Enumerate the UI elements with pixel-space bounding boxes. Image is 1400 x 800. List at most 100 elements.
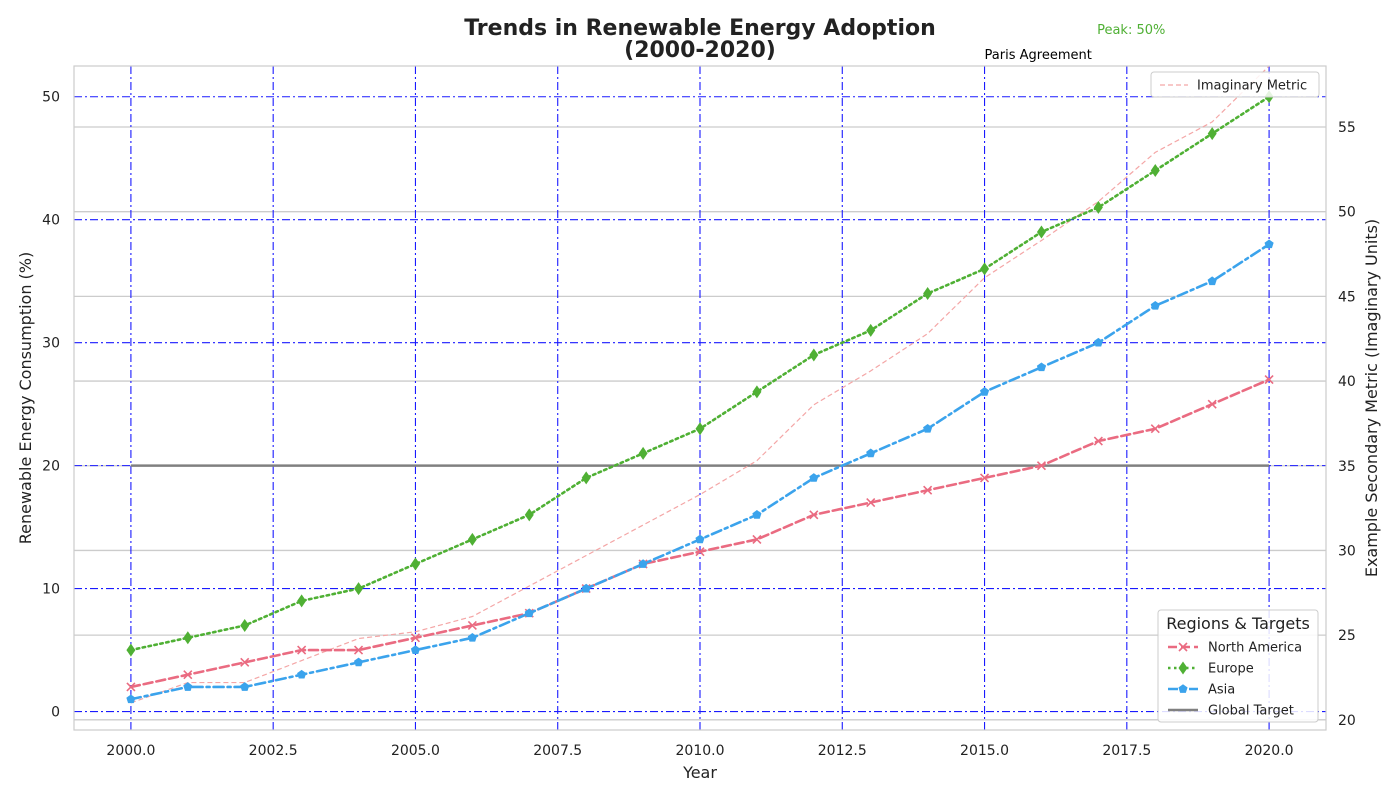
data-point-north-america [923, 485, 933, 495]
data-point-north-america [695, 547, 705, 557]
legend-secondary: Imaginary Metric [1150, 71, 1320, 98]
legend-entry-north-america: North America [1168, 641, 1302, 656]
data-point-europe [410, 557, 420, 571]
data-point-europe [524, 508, 534, 522]
legend-entry-asia: Asia [1168, 683, 1235, 698]
data-point-asia [638, 559, 648, 568]
data-point-asia [183, 682, 193, 691]
data-point-asia [1207, 276, 1217, 286]
data-point-north-america [410, 633, 421, 643]
x-tick-label: 2017.5 [1102, 743, 1151, 759]
y2-tick-label: 35 [1338, 459, 1356, 475]
y-tick-labels: 0 10 20 30 40 50 [42, 90, 60, 721]
data-point-asia [467, 632, 477, 642]
data-point-north-america [1036, 461, 1047, 471]
data-point-asia [240, 682, 250, 691]
legend-label-imaginary-metric: Imaginary Metric [1197, 79, 1307, 94]
data-point-asia [353, 657, 364, 667]
series-layer [126, 65, 1274, 704]
legend-label-europe: Europe [1208, 662, 1254, 677]
data-point-europe [1036, 225, 1046, 239]
data-point-asia [126, 694, 136, 704]
data-point-europe [980, 262, 990, 276]
data-point-asia [524, 608, 534, 618]
legend-label-north-america: North America [1208, 641, 1302, 656]
data-point-europe [695, 422, 705, 436]
data-point-north-america [297, 645, 307, 655]
x-tick-label: 2000.0 [106, 743, 155, 759]
annotation-paris-agreement: Paris Agreement [985, 48, 1092, 63]
y2-tick-labels: 20 25 30 35 40 45 50 55 [1338, 120, 1356, 729]
data-point-north-america [1150, 424, 1160, 434]
data-point-europe [866, 323, 876, 337]
data-point-europe [581, 471, 591, 485]
chart-title-line1: Trends in Renewable Energy Adoption [464, 16, 936, 41]
data-point-north-america [866, 497, 876, 508]
x-tick-label: 2007.5 [533, 743, 582, 759]
plot-frame [73, 65, 1327, 731]
y-tick-label: 40 [42, 213, 60, 229]
legend-marker-north-america [1178, 642, 1188, 652]
legend: Regions & Targets North America Europe Asi… [1157, 609, 1319, 723]
y-axis-label: Renewable Energy Consumption (%) [16, 252, 35, 545]
data-point-europe [923, 286, 933, 300]
x-tick-label: 2005.0 [391, 743, 440, 759]
data-point-europe [1207, 127, 1217, 141]
chart-title-line2: (2000-2020) [624, 38, 776, 63]
y2-tick-label: 20 [1338, 713, 1356, 729]
data-point-asia [695, 534, 705, 544]
data-point-europe [126, 643, 136, 657]
data-point-europe [297, 594, 307, 608]
data-point-europe [354, 582, 364, 596]
data-point-asia [1264, 239, 1274, 249]
x-tick-labels: 2000.0 2002.5 2005.0 2007.5 2010.0 2012.5 2015… [106, 743, 1293, 759]
y2-tick-label: 40 [1338, 374, 1356, 390]
legend-label-asia: Asia [1208, 683, 1235, 698]
data-point-north-america [126, 682, 136, 692]
data-point-asia [866, 448, 876, 458]
y-tick-label: 30 [42, 336, 60, 352]
x-tick-label: 2010.0 [676, 743, 725, 759]
x-tick-label: 2002.5 [249, 743, 298, 759]
y-tick-label: 20 [42, 459, 60, 475]
legend-entry-global-target: Global Target [1168, 704, 1294, 719]
data-point-north-america [183, 670, 193, 680]
y2-tick-label: 50 [1338, 205, 1356, 221]
data-point-europe [240, 618, 250, 632]
data-point-asia [979, 387, 990, 396]
legend-title: Regions & Targets [1166, 614, 1310, 633]
data-point-asia [297, 669, 307, 679]
data-point-europe [1093, 200, 1103, 214]
y-tick-label: 0 [51, 705, 60, 721]
legend-marker-asia [1178, 684, 1188, 693]
data-point-europe [183, 631, 193, 645]
y-tick-label: 10 [42, 582, 60, 598]
data-point-asia [1036, 362, 1047, 372]
legend-label-global-target: Global Target [1208, 704, 1294, 719]
data-point-north-america [240, 657, 250, 667]
data-point-europe [809, 348, 819, 362]
data-point-north-america [1093, 436, 1103, 446]
data-point-north-america [1264, 374, 1274, 385]
x-tick-label: 2012.5 [818, 743, 867, 759]
legend-entry-europe: Europe [1168, 661, 1254, 677]
y2-tick-label: 55 [1338, 120, 1356, 136]
data-point-asia [809, 473, 819, 482]
data-point-north-america [1207, 399, 1217, 409]
y2-tick-label: 25 [1338, 628, 1356, 644]
data-point-north-america [467, 620, 477, 631]
y2-tick-label: 30 [1338, 543, 1356, 559]
legend-marker-europe [1178, 661, 1188, 675]
x-tick-label: 2015.0 [960, 743, 1009, 759]
data-point-north-america [752, 534, 762, 544]
data-point-europe [1150, 164, 1160, 178]
data-point-europe [638, 446, 648, 460]
data-point-europe [467, 532, 477, 546]
data-point-north-america [809, 510, 819, 520]
legend-secondary-box [1150, 71, 1320, 98]
data-point-north-america [979, 473, 990, 483]
primary-grid [74, 66, 1326, 730]
data-point-asia [752, 510, 762, 519]
